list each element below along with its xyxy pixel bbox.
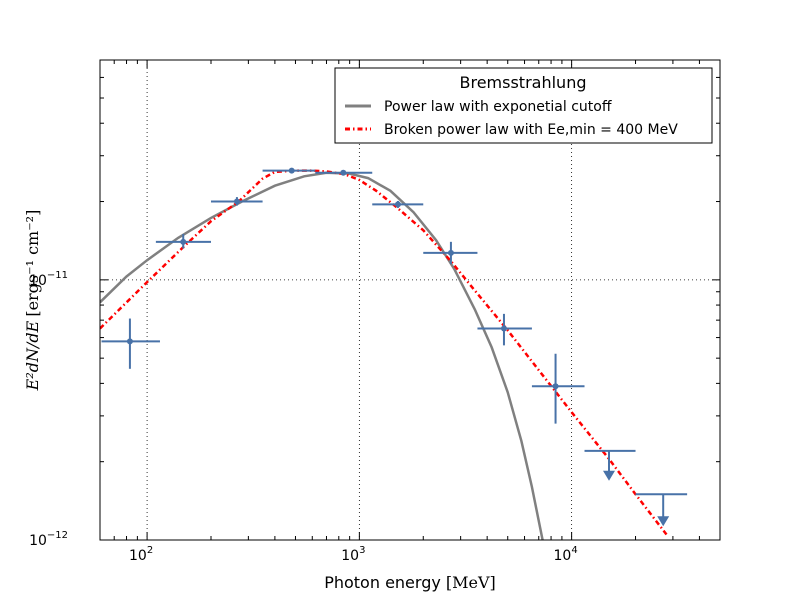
legend-label-broken-power-law: Broken power law with Ee,min = 400 MeV <box>384 122 678 138</box>
data-point-marker <box>500 325 507 332</box>
data-point-marker <box>394 201 401 208</box>
data-point-marker <box>552 383 559 390</box>
y-tick-label: 10−11 <box>29 270 68 289</box>
upper-limit-arrow-icon <box>657 516 670 527</box>
legend-box <box>334 67 713 144</box>
x-axis-label: Photon energy [MeV] <box>324 573 496 592</box>
x-tick-label: 102 <box>129 545 153 564</box>
data-points <box>101 167 688 527</box>
legend: Bremsstrahlung Power law with exponetial… <box>334 67 713 144</box>
x-tick-label: 104 <box>554 545 578 564</box>
upper-limit-arrow-icon <box>603 470 616 481</box>
data-point-marker <box>180 238 187 245</box>
power-law-cutoff-curve <box>100 171 544 540</box>
data-point-marker <box>233 198 240 205</box>
legend-title: Bremsstrahlung <box>460 73 587 92</box>
x-tick-label: 103 <box>341 545 365 564</box>
y-axis-label: E²dN/dE[ergs⁻¹ cm⁻²] <box>23 210 42 392</box>
y-tick-label: 10−12 <box>29 530 68 549</box>
broken-power-law-curve <box>100 169 668 536</box>
plot-frame <box>99 59 721 541</box>
model-curves <box>100 169 668 540</box>
data-point-marker <box>288 167 295 174</box>
data-point-marker <box>126 338 133 345</box>
data-point-marker <box>447 249 454 256</box>
legend-label-power-law: Power law with exponetial cutoff <box>384 99 612 115</box>
ticks: 102 103 104 10−12 10−11 <box>29 59 720 564</box>
data-point-marker <box>340 169 347 176</box>
